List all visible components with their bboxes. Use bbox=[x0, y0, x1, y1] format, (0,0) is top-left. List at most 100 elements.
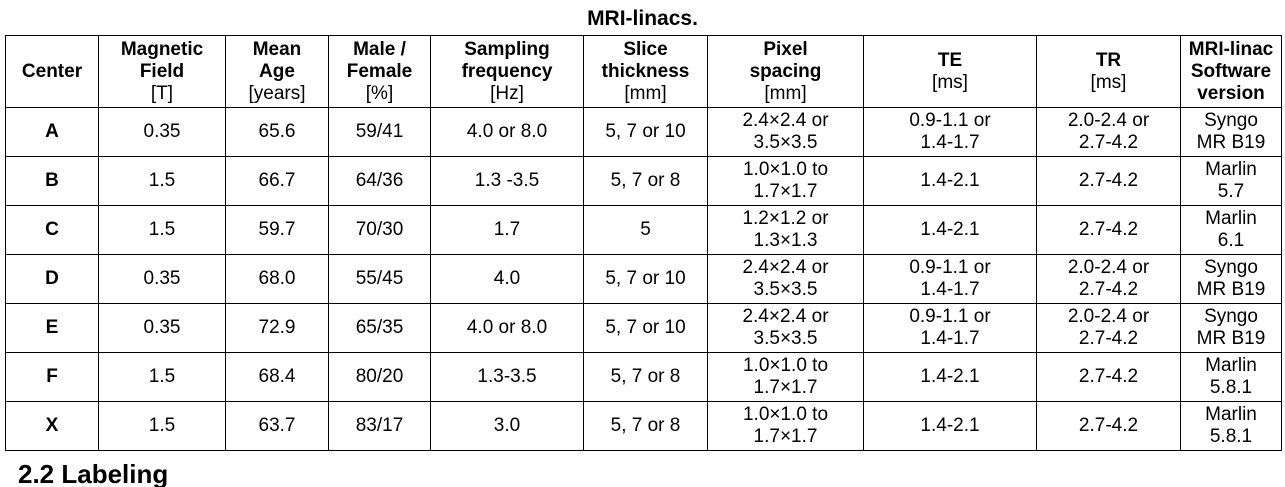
table-row: B 1.5 66.7 64/36 1.3 -3.5 5, 7 or 8 1.0×1.0 to… bbox=[5, 156, 1282, 206]
column-header-label: Mean bbox=[252, 38, 302, 60]
male-female-cell: 64/36 bbox=[328, 156, 431, 206]
cell-line: Marlin bbox=[1205, 404, 1257, 425]
column-header-label: thickness bbox=[601, 60, 690, 82]
column-header-label: Center bbox=[21, 60, 83, 82]
table-row: A 0.35 65.6 59/41 4.0 or 8.0 5, 7 or 10 2.4×2.… bbox=[5, 107, 1282, 157]
column-unit: [%] bbox=[365, 82, 394, 104]
male-female-cell: 65/35 bbox=[328, 303, 431, 353]
magnetic-field-cell: 0.35 bbox=[98, 254, 226, 304]
table-caption: MRI-linacs. bbox=[587, 7, 698, 30]
tr-cell: 2.0-2.4 or 2.7-4.2 bbox=[1036, 303, 1181, 353]
column-unit: [years] bbox=[248, 82, 306, 104]
cell-line: 1.4-1.7 bbox=[920, 132, 980, 153]
column-unit: [T] bbox=[150, 82, 174, 104]
cell-line: 1.7×1.7 bbox=[753, 181, 818, 202]
cell-line: 1.7×1.7 bbox=[753, 377, 818, 398]
column-header: Male / Female [%] bbox=[328, 35, 431, 108]
cell-line: 1.3×1.3 bbox=[753, 230, 818, 251]
magnetic-field-cell: 1.5 bbox=[98, 205, 226, 255]
tr-cell: 2.7-4.2 bbox=[1036, 401, 1181, 451]
sampling-frequency-cell: 3.0 bbox=[430, 401, 584, 451]
software-version-cell: Syngo MR B19 bbox=[1180, 107, 1282, 157]
table-row: E 0.35 72.9 65/35 4.0 or 8.0 5, 7 or 10 2.4×2.… bbox=[5, 303, 1282, 353]
pixel-spacing-cell: 1.0×1.0 to 1.7×1.7 bbox=[707, 401, 864, 451]
cell-line: 1.0×1.0 to bbox=[742, 159, 829, 180]
cell-line: 5.8.1 bbox=[1209, 426, 1253, 447]
table-row: X 1.5 63.7 83/17 3.0 5, 7 or 8 1.0×1.0 to 1.7×1… bbox=[5, 401, 1282, 451]
center-cell: X bbox=[5, 401, 99, 451]
cell-line: 2.0-2.4 or bbox=[1067, 257, 1150, 278]
cell-line: 1.4-2.1 bbox=[920, 170, 980, 191]
cell-line: 1.4-2.1 bbox=[920, 366, 980, 387]
te-cell: 1.4-2.1 bbox=[863, 205, 1037, 255]
column-unit: [ms] bbox=[1090, 71, 1127, 93]
column-header: TR [ms] bbox=[1036, 35, 1181, 108]
cell-line: MR B19 bbox=[1196, 328, 1266, 349]
cell-line: 2.7-4.2 bbox=[1078, 170, 1139, 191]
cell-line: 3.5×3.5 bbox=[753, 279, 818, 300]
column-header: Pixel spacing [mm] bbox=[707, 35, 864, 108]
slice-thickness-cell: 5, 7 or 8 bbox=[583, 352, 708, 402]
cell-line: 1.4-1.7 bbox=[920, 328, 980, 349]
mri-linac-table: Center Magnetic Field [T] Mean Age [years] Male… bbox=[5, 35, 1282, 451]
column-header-label: TE bbox=[937, 49, 963, 71]
column-header: Mean Age [years] bbox=[225, 35, 329, 108]
magnetic-field-cell: 0.35 bbox=[98, 107, 226, 157]
software-version-cell: Marlin 5.7 bbox=[1180, 156, 1282, 206]
cell-line: 3.5×3.5 bbox=[753, 328, 818, 349]
cell-line: Marlin bbox=[1205, 159, 1257, 180]
cell-line: 3.5×3.5 bbox=[753, 132, 818, 153]
te-cell: 0.9-1.1 or 1.4-1.7 bbox=[863, 303, 1037, 353]
cell-line: 1.4-2.1 bbox=[920, 415, 980, 436]
cell-line: 1.4-2.1 bbox=[920, 219, 980, 240]
te-cell: 1.4-2.1 bbox=[863, 352, 1037, 402]
column-header-label: Magnetic bbox=[120, 38, 204, 60]
center-cell: D bbox=[5, 254, 99, 304]
mean-age-cell: 72.9 bbox=[225, 303, 329, 353]
male-female-cell: 70/30 bbox=[328, 205, 431, 255]
table-row: F 1.5 68.4 80/20 1.3-3.5 5, 7 or 8 1.0×1.0 to 1… bbox=[5, 352, 1282, 402]
cell-line: Marlin bbox=[1205, 208, 1257, 229]
table-row: D 0.35 68.0 55/45 4.0 5, 7 or 10 2.4×2.4 or 3.5… bbox=[5, 254, 1282, 304]
table-body: A 0.35 65.6 59/41 4.0 or 8.0 5, 7 or 10 2.4×2.… bbox=[5, 107, 1282, 451]
column-unit: [ms] bbox=[932, 71, 968, 93]
pixel-spacing-cell: 2.4×2.4 or 3.5×3.5 bbox=[707, 254, 864, 304]
tr-cell: 2.0-2.4 or 2.7-4.2 bbox=[1036, 107, 1181, 157]
column-header-label: frequency bbox=[461, 60, 553, 82]
sampling-frequency-cell: 4.0 or 8.0 bbox=[430, 107, 584, 157]
sampling-frequency-cell: 1.3-3.5 bbox=[430, 352, 584, 402]
center-cell: B bbox=[5, 156, 99, 206]
tr-cell: 2.7-4.2 bbox=[1036, 352, 1181, 402]
column-header-label: Age bbox=[259, 60, 295, 82]
cell-line: 2.7-4.2 bbox=[1078, 328, 1139, 349]
column-header-label: Sampling bbox=[464, 38, 550, 60]
column-header: Magnetic Field [T] bbox=[98, 35, 226, 108]
male-female-cell: 83/17 bbox=[328, 401, 431, 451]
center-cell: F bbox=[5, 352, 99, 402]
cell-line: Syngo bbox=[1204, 306, 1258, 327]
software-version-cell: Syngo MR B19 bbox=[1180, 254, 1282, 304]
column-header: MRI-linac Software version bbox=[1180, 35, 1282, 108]
column-header: Sampling frequency [Hz] bbox=[430, 35, 584, 108]
pixel-spacing-cell: 2.4×2.4 or 3.5×3.5 bbox=[707, 107, 864, 157]
cell-line: 5.8.1 bbox=[1209, 377, 1253, 398]
magnetic-field-cell: 1.5 bbox=[98, 156, 226, 206]
magnetic-field-cell: 1.5 bbox=[98, 352, 226, 402]
tr-cell: 2.7-4.2 bbox=[1036, 156, 1181, 206]
center-cell: E bbox=[5, 303, 99, 353]
cell-line: Syngo bbox=[1204, 110, 1258, 131]
software-version-cell: Marlin 5.8.1 bbox=[1180, 352, 1282, 402]
cell-line: Marlin bbox=[1205, 355, 1257, 376]
te-cell: 0.9-1.1 or 1.4-1.7 bbox=[863, 254, 1037, 304]
te-cell: 0.9-1.1 or 1.4-1.7 bbox=[863, 107, 1037, 157]
sampling-frequency-cell: 1.3 -3.5 bbox=[430, 156, 584, 206]
column-header-label: Female bbox=[346, 60, 413, 82]
tr-cell: 2.7-4.2 bbox=[1036, 205, 1181, 255]
cell-line: MR B19 bbox=[1196, 279, 1266, 300]
magnetic-field-cell: 1.5 bbox=[98, 401, 226, 451]
cell-line: 0.9-1.1 or bbox=[909, 257, 991, 278]
cell-line: 1.7×1.7 bbox=[753, 426, 818, 447]
sampling-frequency-cell: 4.0 bbox=[430, 254, 584, 304]
slice-thickness-cell: 5, 7 or 10 bbox=[583, 303, 708, 353]
cell-line: 2.4×2.4 or bbox=[742, 257, 829, 278]
